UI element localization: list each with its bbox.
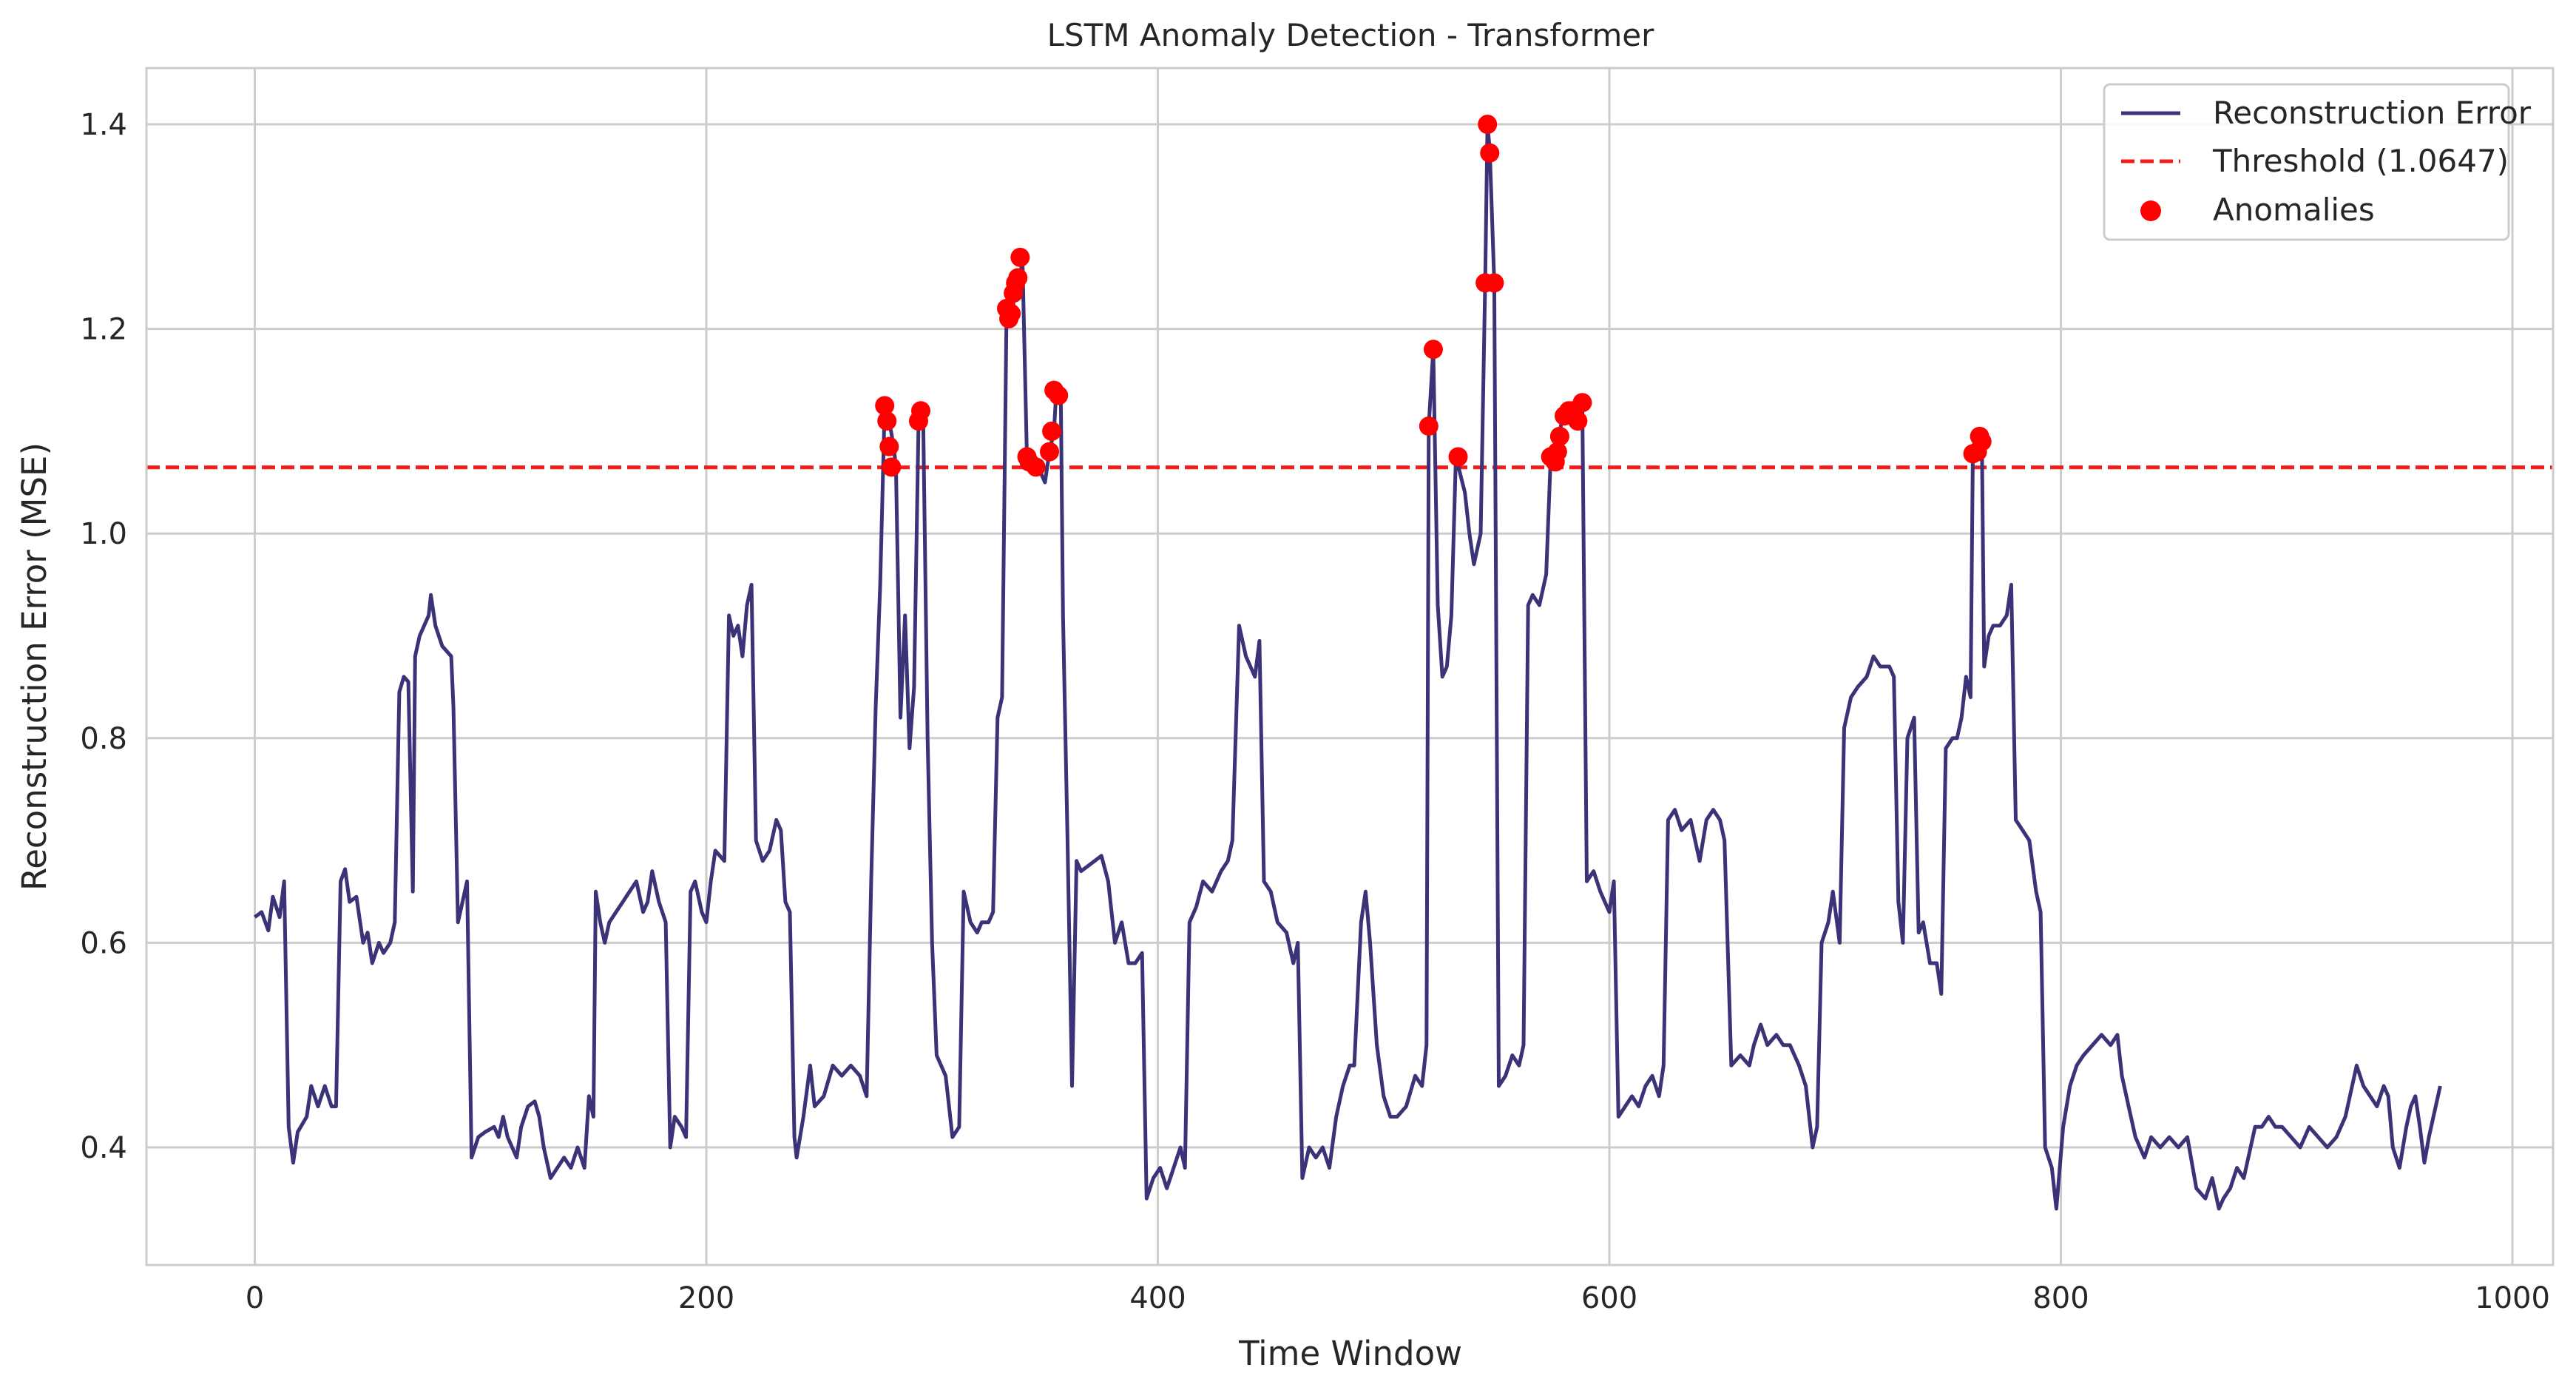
anomaly-point xyxy=(1448,447,1468,467)
legend: Reconstruction Error Threshold (1.0647) … xyxy=(2103,83,2532,241)
x-tick-label: 800 xyxy=(2032,1281,2089,1315)
anomaly-point xyxy=(1549,426,1569,446)
x-axis-label: Time Window xyxy=(1238,1334,1462,1373)
grid xyxy=(146,68,2553,1265)
y-tick-labels: 0.4 0.6 0.8 1.0 1.2 1.4 xyxy=(80,108,127,1165)
anomaly-point xyxy=(1478,115,1498,135)
anomaly-point xyxy=(1572,393,1592,413)
anomaly-point xyxy=(1419,416,1439,436)
x-tick-label: 600 xyxy=(1581,1281,1637,1315)
anomaly-point xyxy=(1026,457,1046,477)
anomaly-layer xyxy=(875,115,1992,477)
anomaly-point xyxy=(1484,273,1504,293)
anomaly-point xyxy=(1042,421,1062,441)
anomaly-point xyxy=(1008,268,1028,288)
y-tick-label: 1.4 xyxy=(80,108,127,142)
plot-frame xyxy=(145,67,2555,1266)
legend-frame xyxy=(2103,83,2510,241)
x-tick-label: 0 xyxy=(246,1281,264,1315)
anomaly-point xyxy=(911,401,931,421)
y-tick-label: 0.8 xyxy=(80,722,127,756)
anomaly-point xyxy=(1010,247,1030,267)
y-axis-label: Reconstruction Error (MSE) xyxy=(15,442,54,891)
legend-label-reconstruction-error: Reconstruction Error xyxy=(2213,95,2532,131)
y-tick-label: 1.0 xyxy=(80,517,127,551)
anomaly-point xyxy=(1001,303,1021,323)
legend-label-threshold: Threshold (1.0647) xyxy=(2212,143,2509,179)
anomaly-point xyxy=(1547,442,1567,462)
x-tick-label: 400 xyxy=(1129,1281,1186,1315)
anomaly-point xyxy=(1568,411,1588,431)
anomaly-point xyxy=(1480,143,1500,163)
anomaly-point xyxy=(879,436,899,456)
anomaly-point xyxy=(877,411,897,431)
y-tick-label: 0.6 xyxy=(80,926,127,960)
anomaly-point xyxy=(1972,431,1992,451)
reconstruction-error-line xyxy=(254,122,2442,1211)
y-tick-label: 0.4 xyxy=(80,1131,127,1165)
legend-label-anomalies: Anomalies xyxy=(2213,192,2375,228)
anomaly-point xyxy=(1040,442,1060,462)
anomaly-point xyxy=(875,396,895,416)
series-layer xyxy=(254,122,2442,1211)
anomaly-point xyxy=(1423,340,1443,360)
anomaly-point xyxy=(882,457,902,477)
anomaly-point xyxy=(1049,385,1069,405)
x-tick-label: 1000 xyxy=(2475,1281,2550,1315)
chart-title: LSTM Anomaly Detection - Transformer xyxy=(1047,17,1655,53)
x-tick-label: 200 xyxy=(678,1281,734,1315)
y-tick-label: 1.2 xyxy=(80,313,127,347)
x-tick-labels: 0 200 400 600 800 1000 xyxy=(246,1281,2550,1315)
legend-anomaly-swatch xyxy=(2140,200,2161,221)
